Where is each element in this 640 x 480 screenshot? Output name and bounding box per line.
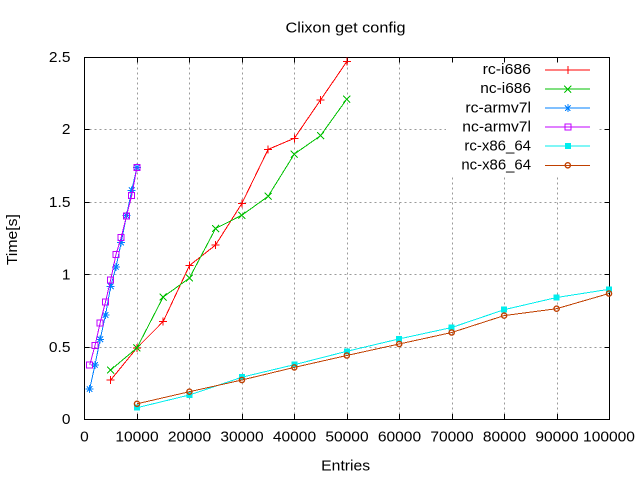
svg-text:1.5: 1.5 (49, 195, 71, 211)
svg-text:70000: 70000 (430, 430, 473, 446)
svg-text:rc-i686: rc-i686 (483, 62, 531, 78)
svg-text:0.5: 0.5 (49, 340, 71, 356)
svg-text:90000: 90000 (535, 430, 578, 446)
svg-text:10000: 10000 (115, 430, 158, 446)
svg-text:20000: 20000 (168, 430, 211, 446)
svg-text:Clixon get config: Clixon get config (286, 21, 406, 37)
svg-text:30000: 30000 (220, 430, 263, 446)
svg-text:100000: 100000 (583, 430, 635, 446)
svg-text:50000: 50000 (325, 430, 368, 446)
svg-text:60000: 60000 (378, 430, 421, 446)
svg-text:2: 2 (62, 122, 71, 138)
svg-text:1: 1 (62, 268, 71, 284)
svg-text:Entries: Entries (321, 459, 370, 475)
svg-text:0: 0 (80, 430, 89, 446)
svg-text:nc-armv7l: nc-armv7l (462, 119, 531, 135)
svg-text:rc-x86_64: rc-x86_64 (464, 139, 531, 155)
svg-text:Time[s]: Time[s] (5, 214, 21, 265)
svg-text:rc-armv7l: rc-armv7l (465, 100, 531, 116)
svg-text:nc-x86_64: nc-x86_64 (461, 158, 531, 174)
svg-text:40000: 40000 (273, 430, 316, 446)
svg-text:80000: 80000 (483, 430, 526, 446)
svg-text:nc-i686: nc-i686 (480, 81, 531, 97)
svg-text:0: 0 (62, 412, 71, 428)
svg-text:2.5: 2.5 (49, 50, 71, 66)
